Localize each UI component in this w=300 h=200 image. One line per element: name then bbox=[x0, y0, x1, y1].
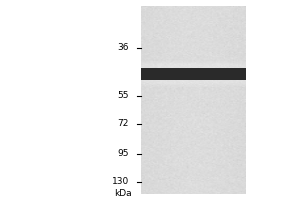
Bar bbox=[141, 68, 246, 80]
Text: kDa: kDa bbox=[114, 190, 132, 198]
Bar bbox=[141, 63, 246, 85]
Text: 95: 95 bbox=[118, 150, 129, 158]
Text: 55: 55 bbox=[118, 92, 129, 100]
Text: 130: 130 bbox=[112, 178, 129, 186]
Bar bbox=[141, 69, 246, 79]
Bar bbox=[141, 67, 246, 81]
Text: 36: 36 bbox=[118, 44, 129, 52]
Bar bbox=[141, 68, 246, 79]
Bar bbox=[141, 66, 246, 82]
Bar bbox=[141, 63, 246, 85]
Bar bbox=[141, 62, 246, 86]
Bar bbox=[141, 64, 246, 84]
Bar bbox=[141, 69, 246, 79]
Bar bbox=[141, 65, 246, 83]
Bar bbox=[141, 61, 246, 87]
Bar bbox=[141, 66, 246, 82]
Text: 72: 72 bbox=[118, 119, 129, 129]
